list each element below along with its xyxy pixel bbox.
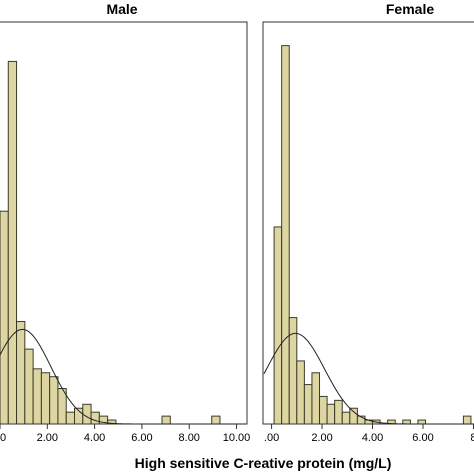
male-histogram-bar [65, 411, 76, 425]
female-histogram-bar [273, 226, 283, 425]
female-histogram-bar [311, 372, 321, 425]
female-histogram-bar [326, 403, 336, 425]
female-histogram-bar [462, 415, 472, 425]
male-histogram-bar [161, 415, 171, 425]
male-panel-frame [0, 21, 248, 425]
male-x-tick-label: 8.00 [179, 432, 200, 444]
male-histogram-bar [82, 403, 92, 425]
x-axis-label: High sensitive C-reative protein (mg/L) [135, 455, 392, 471]
female-normal-curve [263, 332, 474, 425]
male-histogram-bar [0, 210, 9, 425]
female-panel: Female .00 2.00 4.00 6.00 8 [262, 1, 474, 444]
female-histogram-bar [341, 411, 351, 425]
female-x-tick-label: 2.00 [311, 432, 332, 444]
female-x-tick-label: 4.00 [362, 432, 383, 444]
female-histogram-bar [296, 360, 305, 425]
male-histogram-bar [32, 368, 42, 425]
female-histogram-bar [319, 395, 328, 425]
male-histogram-bar [107, 419, 117, 425]
female-histogram-bar [349, 407, 358, 425]
male-x-axis: 00 2.00 4.00 6.00 8.00 10.00 [0, 424, 250, 444]
female-x-tick-label: 8 [470, 432, 474, 444]
female-histogram-bar [402, 419, 411, 425]
male-histogram-bar [49, 376, 59, 425]
female-panel-title: Female [386, 1, 434, 17]
male-histogram-bar [40, 372, 51, 425]
male-bars [0, 60, 221, 425]
female-x-axis: .00 2.00 4.00 6.00 8 [264, 424, 474, 444]
female-x-tick-label: .00 [264, 432, 279, 444]
female-x-tick-label: 6.00 [412, 432, 433, 444]
male-histogram-bar [24, 348, 34, 425]
male-x-tick-label: 00 [0, 432, 6, 444]
male-histogram-bar [16, 321, 26, 425]
female-histogram-bar [417, 419, 427, 425]
male-x-tick-label: 4.00 [84, 432, 105, 444]
male-x-tick-label: 2.00 [37, 432, 58, 444]
female-histogram-bar [281, 45, 290, 425]
male-normal-curve [0, 328, 246, 425]
female-bars [273, 45, 472, 425]
male-panel: Male 00 2.00 4.00 6.00 8.00 10.00 [0, 1, 250, 444]
male-histogram-bar [90, 411, 100, 425]
female-histogram-bar [303, 384, 313, 425]
male-histogram-bar [7, 60, 18, 425]
male-x-tick-label: 6.00 [131, 432, 152, 444]
male-x-tick-label: 10.00 [223, 432, 251, 444]
female-histogram-bar [334, 399, 343, 425]
male-panel-title: Male [106, 1, 137, 17]
male-histogram-bar [211, 415, 221, 425]
